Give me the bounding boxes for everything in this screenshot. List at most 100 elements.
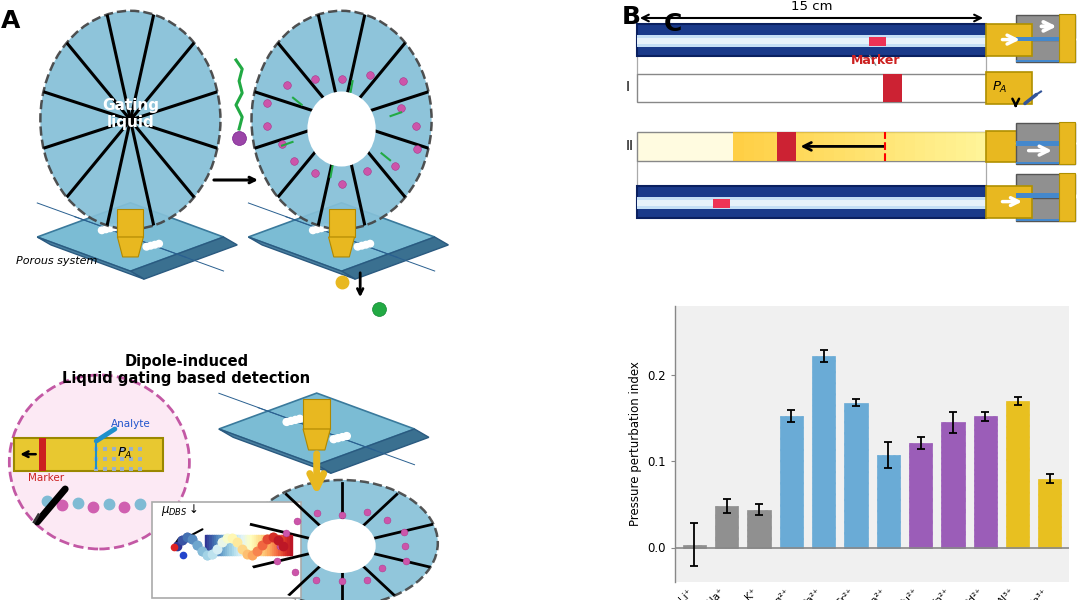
Circle shape — [296, 415, 303, 422]
Circle shape — [343, 433, 350, 440]
Circle shape — [340, 233, 347, 240]
Polygon shape — [118, 209, 144, 237]
Text: $\mu_{DBS}\downarrow$: $\mu_{DBS}\downarrow$ — [162, 502, 199, 518]
Circle shape — [307, 427, 314, 434]
Bar — [805, 132, 814, 160]
Text: A: A — [1, 9, 21, 33]
FancyBboxPatch shape — [152, 502, 301, 598]
Polygon shape — [328, 209, 354, 237]
Circle shape — [339, 434, 346, 440]
Bar — [1015, 162, 1059, 164]
Bar — [1059, 173, 1076, 221]
Circle shape — [125, 234, 132, 241]
Bar — [1015, 40, 1076, 61]
Text: Porous system: Porous system — [15, 256, 97, 266]
Circle shape — [335, 434, 341, 442]
Bar — [747, 509, 771, 547]
Bar — [1015, 37, 1059, 41]
Circle shape — [151, 241, 159, 248]
Circle shape — [354, 244, 361, 250]
FancyBboxPatch shape — [637, 197, 986, 209]
Polygon shape — [248, 203, 434, 271]
Circle shape — [130, 233, 136, 240]
Circle shape — [367, 241, 374, 247]
Ellipse shape — [40, 11, 220, 229]
Circle shape — [156, 241, 162, 247]
Circle shape — [111, 224, 118, 230]
Text: II: II — [625, 139, 634, 152]
Bar — [794, 132, 805, 160]
Text: 15 cm: 15 cm — [791, 1, 833, 13]
Polygon shape — [37, 237, 144, 279]
Bar — [1059, 14, 1076, 62]
Circle shape — [318, 225, 325, 232]
Polygon shape — [341, 237, 448, 279]
Text: $P_A$: $P_A$ — [117, 446, 133, 461]
Circle shape — [359, 242, 365, 249]
FancyBboxPatch shape — [637, 186, 986, 217]
FancyBboxPatch shape — [986, 72, 1031, 103]
Ellipse shape — [252, 11, 432, 229]
Bar — [854, 132, 865, 160]
Bar — [885, 132, 895, 160]
Bar — [905, 132, 915, 160]
Bar — [875, 132, 885, 160]
Circle shape — [133, 232, 140, 239]
Circle shape — [121, 235, 127, 242]
Circle shape — [315, 425, 323, 432]
FancyBboxPatch shape — [637, 24, 986, 55]
Circle shape — [144, 244, 150, 250]
Polygon shape — [303, 429, 330, 450]
Bar — [909, 443, 932, 547]
Bar — [715, 506, 739, 547]
Bar — [1015, 198, 1076, 220]
Polygon shape — [118, 237, 144, 257]
Polygon shape — [219, 393, 415, 465]
Polygon shape — [131, 237, 238, 279]
Bar — [39, 438, 46, 471]
Circle shape — [98, 227, 105, 233]
Circle shape — [322, 224, 328, 230]
Bar — [882, 73, 902, 102]
Ellipse shape — [10, 375, 189, 549]
Text: Marker: Marker — [28, 473, 64, 483]
Bar — [845, 132, 854, 160]
Circle shape — [283, 418, 291, 425]
FancyBboxPatch shape — [986, 130, 1031, 162]
Polygon shape — [328, 237, 354, 257]
Bar — [774, 132, 784, 160]
Circle shape — [313, 226, 321, 233]
Ellipse shape — [245, 480, 437, 600]
Y-axis label: Pressure perturbation index: Pressure perturbation index — [629, 362, 642, 526]
Bar — [1015, 15, 1076, 37]
Polygon shape — [303, 399, 330, 429]
Bar — [1015, 144, 1076, 163]
Ellipse shape — [308, 519, 376, 573]
Polygon shape — [316, 429, 429, 473]
Text: Marker: Marker — [851, 55, 900, 67]
Text: I: I — [625, 80, 630, 94]
Bar — [926, 132, 935, 160]
Bar — [966, 132, 976, 160]
Circle shape — [363, 241, 369, 248]
Bar — [895, 132, 905, 160]
FancyBboxPatch shape — [986, 24, 1031, 55]
Bar — [1005, 401, 1029, 547]
Bar — [1059, 122, 1076, 164]
Circle shape — [292, 416, 299, 424]
Bar — [1015, 193, 1059, 198]
Circle shape — [311, 426, 319, 433]
Circle shape — [287, 418, 295, 424]
Bar — [973, 416, 997, 547]
Bar — [824, 132, 835, 160]
Polygon shape — [248, 237, 355, 279]
Bar — [845, 403, 867, 547]
Bar — [976, 132, 986, 160]
Bar — [754, 132, 764, 160]
Bar — [915, 132, 926, 160]
Circle shape — [332, 235, 339, 242]
FancyBboxPatch shape — [637, 35, 986, 47]
Bar — [835, 132, 845, 160]
Bar — [868, 37, 887, 46]
Bar — [1015, 219, 1059, 221]
